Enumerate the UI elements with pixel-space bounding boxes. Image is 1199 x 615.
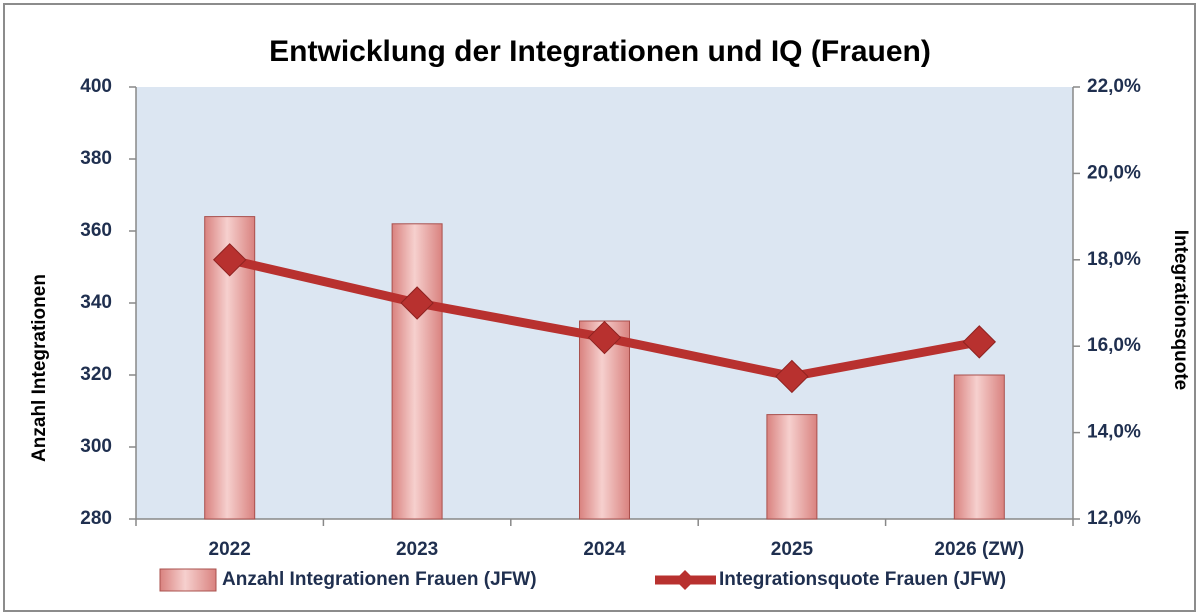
- bar: [953, 374, 1005, 520]
- legend-label: Anzahl Integrationen Frauen (JFW): [222, 569, 537, 590]
- y2-tick-label: 12,0%: [1087, 508, 1141, 529]
- y-tick-label: 280: [80, 508, 112, 529]
- y-tick-label: 320: [80, 364, 112, 385]
- y2-tick-label: 20,0%: [1087, 162, 1141, 183]
- y2-tick-label: 18,0%: [1087, 249, 1141, 270]
- y-tick-label: 340: [80, 292, 112, 313]
- y-axis-title: Anzahl Integrationen: [29, 274, 50, 462]
- bar: [766, 414, 818, 520]
- y2-axis-title: Integrationsquote: [1170, 230, 1191, 390]
- line-marker: [212, 243, 247, 277]
- y-tick-label: 360: [80, 220, 112, 241]
- line-marker: [400, 286, 434, 320]
- y-tick-label: 380: [80, 148, 112, 169]
- y2-tick-label: 14,0%: [1087, 422, 1141, 443]
- y2-tick-label: 16,0%: [1087, 335, 1141, 356]
- legend-swatch: [675, 570, 695, 590]
- x-tick-label: 2025: [771, 539, 814, 560]
- x-tick-label: 2022: [209, 539, 251, 560]
- legend-swatch: [159, 568, 217, 592]
- line-marker: [962, 325, 997, 359]
- legend-label: Integrationsquote Frauen (JFW): [719, 569, 1006, 590]
- bar: [391, 223, 443, 520]
- line-marker: [775, 359, 809, 394]
- x-tick-label: 2024: [583, 539, 626, 560]
- y-tick-label: 400: [80, 76, 112, 97]
- x-tick-label: 2023: [396, 539, 438, 560]
- y-tick-label: 300: [80, 436, 112, 457]
- chart-title: Entwicklung der Integrationen und IQ (Fr…: [269, 35, 931, 68]
- y2-tick-label: 22,0%: [1087, 76, 1141, 97]
- line-marker: [587, 320, 622, 355]
- x-tick-label: 2026 (ZW): [934, 539, 1024, 560]
